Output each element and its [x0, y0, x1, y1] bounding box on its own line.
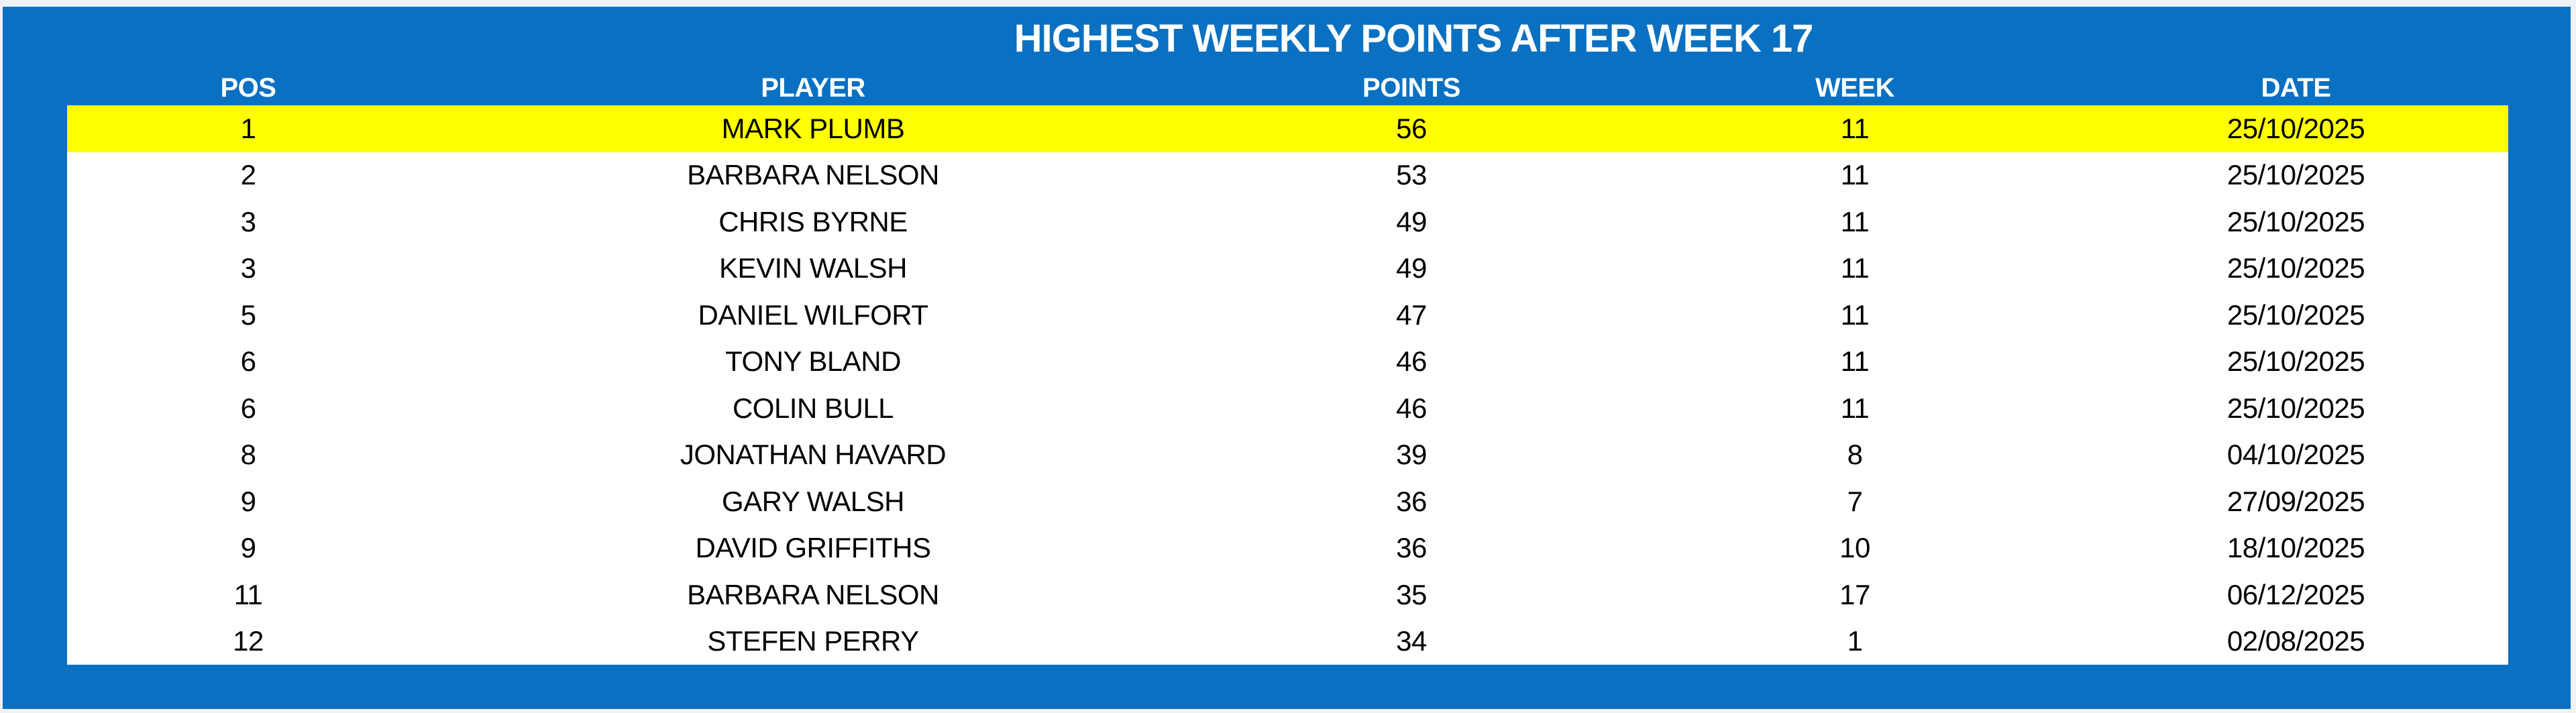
pos-cell: 2 [240, 159, 256, 191]
date-cell: 25/10/2025 [2226, 252, 2365, 284]
date-cell: 25/10/2025 [2226, 392, 2365, 424]
player-cell: MARK PLUMB [721, 112, 905, 144]
table-row: 11 BARBARA NELSON 35 17 06/12/2025 [67, 571, 2508, 618]
table-row: 12 STEFEN PERRY 34 1 02/08/2025 [67, 618, 2508, 665]
column-header-pos: POS [220, 72, 276, 103]
week-cell: 11 [1840, 159, 1870, 191]
week-cell: 11 [1840, 252, 1870, 284]
week-cell: 11 [1840, 392, 1870, 424]
pos-cell: 11 [233, 578, 263, 610]
points-cell: 56 [1396, 112, 1427, 144]
date-cell: 25/10/2025 [2226, 205, 2365, 237]
table-row: 8 JONATHAN HAVARD 39 8 04/10/2025 [67, 431, 2508, 478]
pos-cell: 9 [240, 532, 256, 564]
date-cell: 18/10/2025 [2226, 532, 2365, 564]
player-cell: COLIN BULL [732, 392, 894, 424]
column-header-player: PLAYER [761, 72, 865, 103]
points-cell: 46 [1396, 345, 1427, 378]
date-cell: 25/10/2025 [2226, 345, 2365, 378]
week-cell: 11 [1840, 345, 1870, 378]
date-cell: 06/12/2025 [2226, 578, 2365, 610]
pos-cell: 9 [240, 485, 256, 517]
player-cell: BARBARA NELSON [687, 578, 939, 610]
pos-cell: 3 [240, 205, 256, 237]
pos-cell: 6 [240, 345, 256, 378]
date-cell: 25/10/2025 [2226, 159, 2365, 191]
column-header-week: WEEK [1815, 72, 1895, 103]
week-cell: 11 [1840, 205, 1870, 237]
week-cell: 17 [1839, 578, 1870, 610]
table-row: 5 DANIEL WILFORT 47 11 25/10/2025 [67, 292, 2508, 339]
points-cell: 46 [1396, 392, 1427, 424]
pos-cell: 3 [240, 252, 256, 284]
column-header-date: DATE [2261, 72, 2331, 103]
table-row: 2 BARBARA NELSON 53 11 25/10/2025 [67, 152, 2508, 199]
points-cell: 47 [1396, 298, 1427, 331]
week-cell: 8 [1847, 439, 1863, 471]
week-cell: 1 [1847, 625, 1863, 657]
week-cell: 11 [1840, 112, 1870, 144]
points-cell: 36 [1396, 532, 1427, 564]
table-row: 3 CHRIS BYRNE 49 11 25/10/2025 [67, 199, 2508, 245]
pos-cell: 12 [233, 625, 264, 657]
date-cell: 25/10/2025 [2226, 298, 2365, 331]
player-cell: CHRIS BYRNE [718, 205, 908, 237]
table-body: 1 MARK PLUMB 56 11 25/10/2025 2 BARBARA … [67, 105, 2508, 665]
week-cell: 7 [1847, 485, 1863, 517]
blue-panel: HIGHEST WEEKLY POINTS AFTER WEEK 17 POS … [3, 7, 2571, 709]
table-row: 1 MARK PLUMB 56 11 25/10/2025 [67, 105, 2508, 152]
table-row: 9 GARY WALSH 36 7 27/09/2025 [67, 478, 2508, 525]
table-row: 9 DAVID GRIFFITHS 36 10 18/10/2025 [67, 525, 2508, 571]
points-cell: 35 [1396, 578, 1427, 610]
page-title: HIGHEST WEEKLY POINTS AFTER WEEK 17 [1014, 17, 1814, 60]
player-cell: GARY WALSH [722, 485, 904, 517]
points-cell: 34 [1396, 625, 1427, 657]
column-header-points: POINTS [1362, 72, 1460, 103]
date-cell: 04/10/2025 [2226, 439, 2365, 471]
player-cell: KEVIN WALSH [718, 252, 908, 284]
player-cell: DAVID GRIFFITHS [695, 532, 931, 564]
points-cell: 39 [1396, 439, 1427, 471]
table-row: 6 TONY BLAND 46 11 25/10/2025 [67, 338, 2508, 385]
points-cell: 36 [1396, 485, 1427, 517]
date-cell: 27/09/2025 [2226, 485, 2365, 517]
player-cell: STEFEN PERRY [707, 625, 919, 657]
table-row: 6 COLIN BULL 46 11 25/10/2025 [67, 385, 2508, 432]
pos-cell: 5 [240, 298, 256, 331]
table-header-row: POS PLAYER POINTS WEEK DATE [67, 70, 2508, 105]
player-cell: DANIEL WILFORT [698, 298, 928, 331]
week-cell: 10 [1839, 532, 1870, 564]
points-cell: 49 [1396, 205, 1427, 237]
player-cell: JONATHAN HAVARD [680, 439, 947, 471]
table-row: 3 KEVIN WALSH 49 11 25/10/2025 [67, 245, 2508, 292]
date-cell: 25/10/2025 [2226, 112, 2365, 144]
player-cell: TONY BLAND [725, 345, 901, 378]
pos-cell: 8 [240, 439, 256, 471]
pos-cell: 1 [240, 112, 256, 144]
date-cell: 02/08/2025 [2226, 625, 2365, 657]
pos-cell: 6 [240, 392, 256, 424]
points-cell: 49 [1396, 252, 1427, 284]
week-cell: 11 [1840, 298, 1870, 331]
points-cell: 53 [1396, 159, 1427, 191]
player-cell: BARBARA NELSON [687, 159, 939, 191]
